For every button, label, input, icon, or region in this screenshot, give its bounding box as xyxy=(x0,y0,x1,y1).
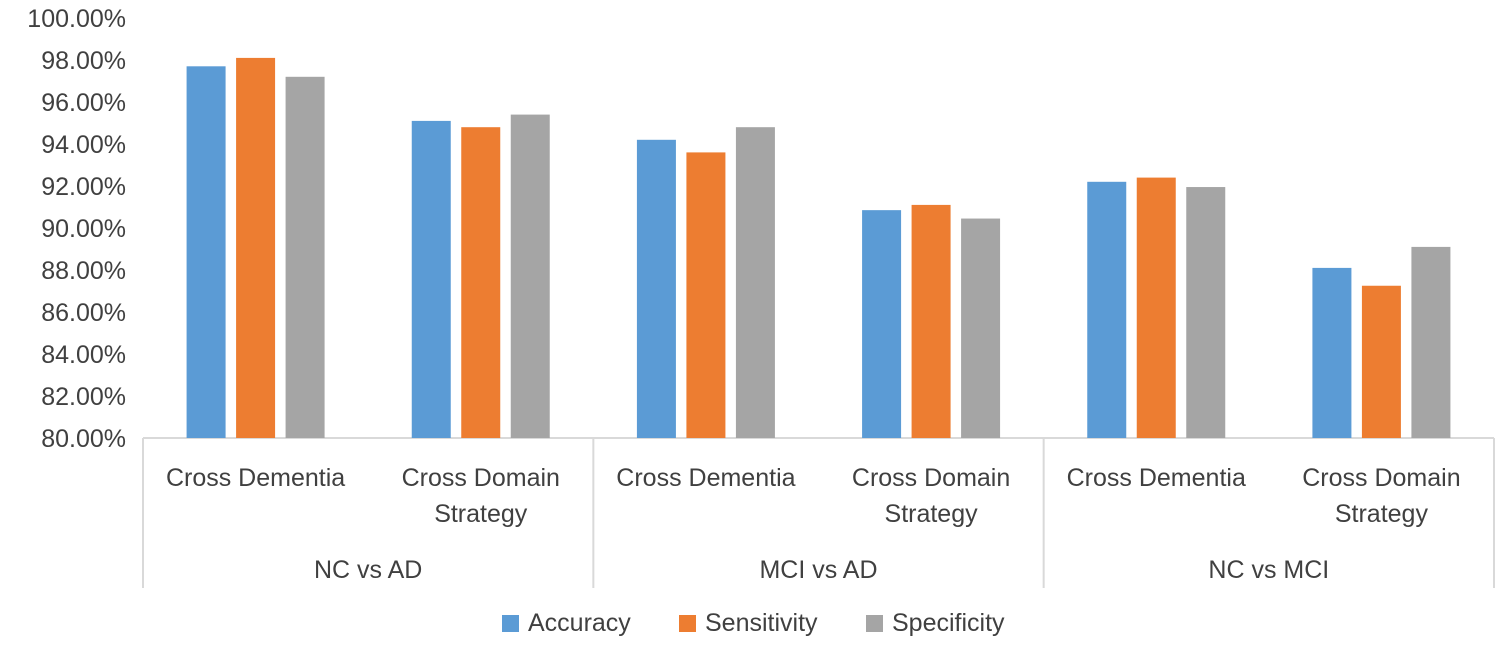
bar-sensitivity xyxy=(1361,285,1401,438)
bar-accuracy xyxy=(411,120,451,439)
y-tick-label: 90.00% xyxy=(41,215,126,243)
legend-swatch-sensitivity xyxy=(679,615,696,632)
bar-accuracy xyxy=(862,210,902,438)
y-tick-label: 100.00% xyxy=(27,5,126,33)
y-tick-label: 92.00% xyxy=(41,173,126,201)
group-label: MCI vs AD xyxy=(759,556,877,584)
legend-label-specificity: Specificity xyxy=(892,609,1005,637)
group-label: NC vs MCI xyxy=(1208,556,1329,584)
legend-label-sensitivity: Sensitivity xyxy=(705,609,818,637)
category-label: Strategy xyxy=(434,500,528,528)
bar-sensitivity xyxy=(911,204,951,438)
category-label: Cross Dementia xyxy=(616,464,795,492)
bar-specificity xyxy=(510,114,550,438)
category-label: Cross Domain xyxy=(852,464,1010,492)
bar-accuracy xyxy=(1312,267,1352,438)
category-label: Cross Dementia xyxy=(1067,464,1246,492)
bar-accuracy xyxy=(636,139,676,439)
bar-sensitivity xyxy=(1136,177,1176,438)
category-label: Strategy xyxy=(1335,500,1429,528)
bar-specificity xyxy=(285,76,325,439)
y-tick-label: 98.00% xyxy=(41,47,126,75)
category-label: Cross Domain xyxy=(1302,464,1460,492)
legend-label-accuracy: Accuracy xyxy=(528,609,631,637)
bar-specificity xyxy=(1186,187,1226,438)
bar-sensitivity xyxy=(461,127,501,438)
y-tick-label: 94.00% xyxy=(41,131,126,159)
group-label: NC vs AD xyxy=(314,556,422,584)
y-tick-label: 88.00% xyxy=(41,257,126,285)
legend-swatch-specificity xyxy=(866,615,883,632)
category-label: Cross Domain xyxy=(402,464,560,492)
bar-accuracy xyxy=(186,66,226,439)
bar-specificity xyxy=(961,218,1001,438)
category-label: Strategy xyxy=(885,500,979,528)
bar-sensitivity xyxy=(236,57,276,439)
category-label: Cross Dementia xyxy=(166,464,345,492)
y-tick-label: 84.00% xyxy=(41,341,126,369)
bar-specificity xyxy=(735,127,775,438)
y-tick-label: 86.00% xyxy=(41,299,126,327)
legend-swatch-accuracy xyxy=(502,615,519,632)
y-tick-label: 80.00% xyxy=(41,425,126,453)
y-tick-label: 82.00% xyxy=(41,383,126,411)
bar-sensitivity xyxy=(686,152,726,438)
bar-accuracy xyxy=(1087,181,1127,439)
bar-specificity xyxy=(1411,246,1451,438)
y-tick-label: 96.00% xyxy=(41,89,126,117)
